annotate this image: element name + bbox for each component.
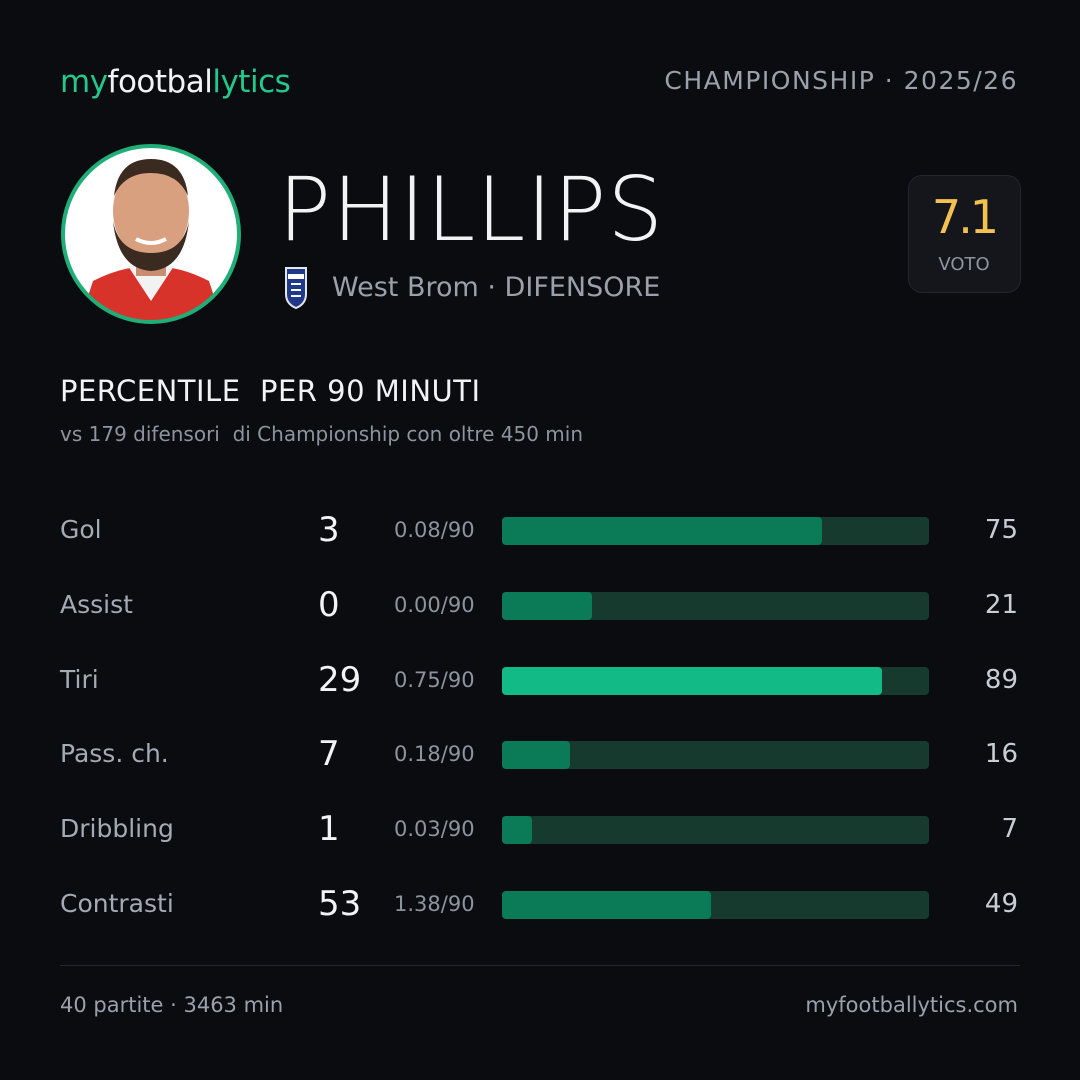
stat-per90: 0.00/90 [394,592,475,617]
footer-website: myfootballytics.com [805,993,1018,1017]
stat-label: Assist [60,589,133,619]
stat-total: 29 [318,659,362,700]
stat-per90: 0.03/90 [394,817,475,842]
rating-box [908,175,1021,293]
stat-per90: 1.38/90 [394,892,475,916]
percentile-bar [502,517,823,545]
player-name: PHILLIPS [278,158,665,261]
brand-part: footbal [107,64,213,100]
percentile-bar [502,591,592,620]
stat-total: 7 [318,734,340,775]
percentile-bar [502,891,712,919]
bar-track [502,741,929,770]
brand-part: lytics [212,64,291,100]
player-photo [61,144,241,324]
stat-percentile: 75 [984,515,1018,545]
footer-summary: 40 partite · 3463 min [60,993,284,1017]
stat-total: 53 [318,884,362,924]
section-title: PERCENTILE PER 90 MINUTI [60,374,481,408]
bar-track [502,517,929,545]
stat-label: Tiri [60,664,99,694]
stat-percentile: 49 [984,889,1018,919]
stat-label: Contrasti [60,889,174,918]
stat-per90: 0.08/90 [394,518,475,542]
stat-total: 1 [318,809,340,850]
team-badge [285,267,307,310]
stat-total: 3 [318,510,340,550]
stat-percentile: 89 [984,664,1018,695]
percentile-bar [502,666,883,695]
stat-label: Pass. ch. [60,739,169,769]
bar-track [502,891,929,919]
brand: myfootballytics [60,64,291,100]
brand-part: my [60,64,108,100]
stat-total: 0 [318,584,340,625]
bar-track [502,816,929,845]
bar-track [502,591,929,620]
rating: 7.1 [931,190,999,244]
competition: CHAMPIONSHIP · 2025/26 [664,66,1018,95]
percentile-bar [502,741,571,770]
stat-label: Dribbling [60,814,174,844]
stat-percentile: 21 [984,589,1018,620]
stat-per90: 0.75/90 [394,667,475,692]
stat-percentile: 7 [1001,814,1018,845]
section-subtitle: vs 179 difensori di Championship con olt… [60,422,584,446]
stat-per90: 0.18/90 [394,742,475,767]
rating-label: VOTO [938,254,990,275]
percentile-bar [502,816,532,845]
stat-label: Gol [60,515,102,544]
divider [60,965,1020,966]
team-role: West Brom · DIFENSORE [332,272,661,303]
bar-track [502,666,929,695]
stat-percentile: 16 [984,739,1018,770]
